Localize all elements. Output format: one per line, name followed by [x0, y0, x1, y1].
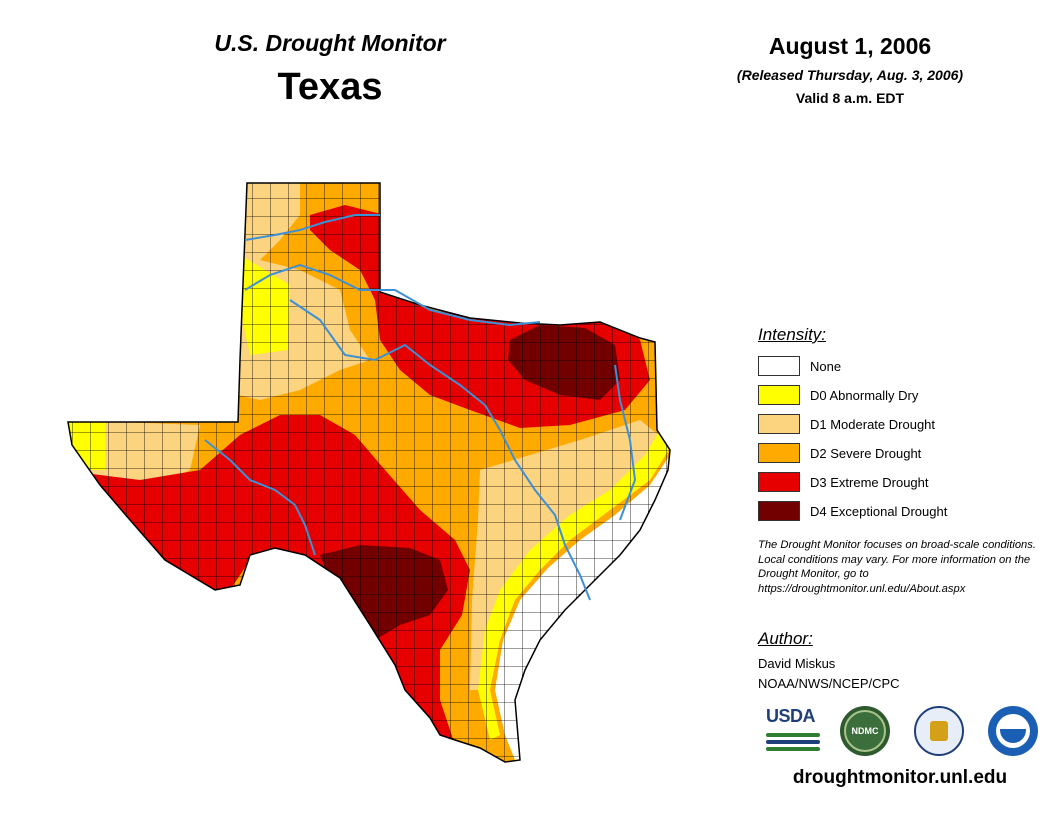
author-title: Author:	[758, 629, 813, 648]
info-note: The Drought Monitor focuses on broad-sca…	[758, 539, 1036, 595]
legend-label: D3 Extreme Drought	[810, 474, 929, 490]
red-river	[244, 263, 541, 327]
trinity-river	[614, 364, 637, 521]
footer-url[interactable]: droughtmonitor.unl.edu	[792, 767, 1008, 788]
county-lines	[68, 183, 670, 762]
legend-label: D4 Exceptional Drought	[810, 503, 948, 519]
texas-drought-map	[67, 182, 671, 763]
legend-item: None	[758, 355, 841, 377]
noaa-logo-text	[1000, 729, 1026, 743]
legend-swatch	[758, 414, 800, 434]
state-outline	[67, 182, 671, 763]
legend-item: D3 Extreme Drought	[758, 471, 929, 493]
monitor-title: U.S. Drought Monitor	[214, 30, 446, 56]
map-date: August 1, 2006	[768, 33, 932, 59]
noaa-logo	[988, 706, 1038, 756]
canadian-river	[244, 214, 380, 241]
legend-label: D0 Abnormally Dry	[810, 387, 919, 403]
legend-item: D4 Exceptional Drought	[758, 500, 947, 522]
author-name: David Miskus	[758, 656, 836, 671]
legend-swatch	[758, 472, 800, 492]
rivers	[204, 214, 637, 601]
legend-item: D2 Severe Drought	[758, 442, 921, 464]
ndmc-logo-text: NDMC	[844, 710, 886, 752]
legend-label: None	[810, 358, 842, 374]
legend-title: Intensity:	[758, 325, 827, 344]
eagle-icon	[930, 721, 948, 741]
legend-swatch	[758, 501, 800, 521]
ndmc-logo: NDMC	[840, 706, 890, 756]
legend-label: D2 Severe Drought	[810, 445, 922, 461]
state-title: Texas	[277, 66, 383, 108]
pecos-river	[204, 439, 316, 556]
legend-item: D1 Moderate Drought	[758, 413, 935, 435]
valid-time: Valid 8 a.m. EDT	[795, 90, 905, 106]
usda-logo: USDA	[766, 706, 820, 752]
commerce-logo	[914, 706, 964, 756]
author-org: NOAA/NWS/NCEP/CPC	[758, 676, 900, 691]
legend-item: D0 Abnormally Dry	[758, 384, 918, 406]
release-date: (Released Thursday, Aug. 3, 2006)	[736, 67, 964, 83]
drought-zones	[68, 183, 670, 762]
legend-swatch	[758, 443, 800, 463]
legend-swatch	[758, 356, 800, 376]
usda-logo-text: USDA	[766, 706, 816, 726]
legend-swatch	[758, 385, 800, 405]
brazos-river	[289, 299, 591, 601]
legend-label: D1 Moderate Drought	[810, 416, 936, 432]
